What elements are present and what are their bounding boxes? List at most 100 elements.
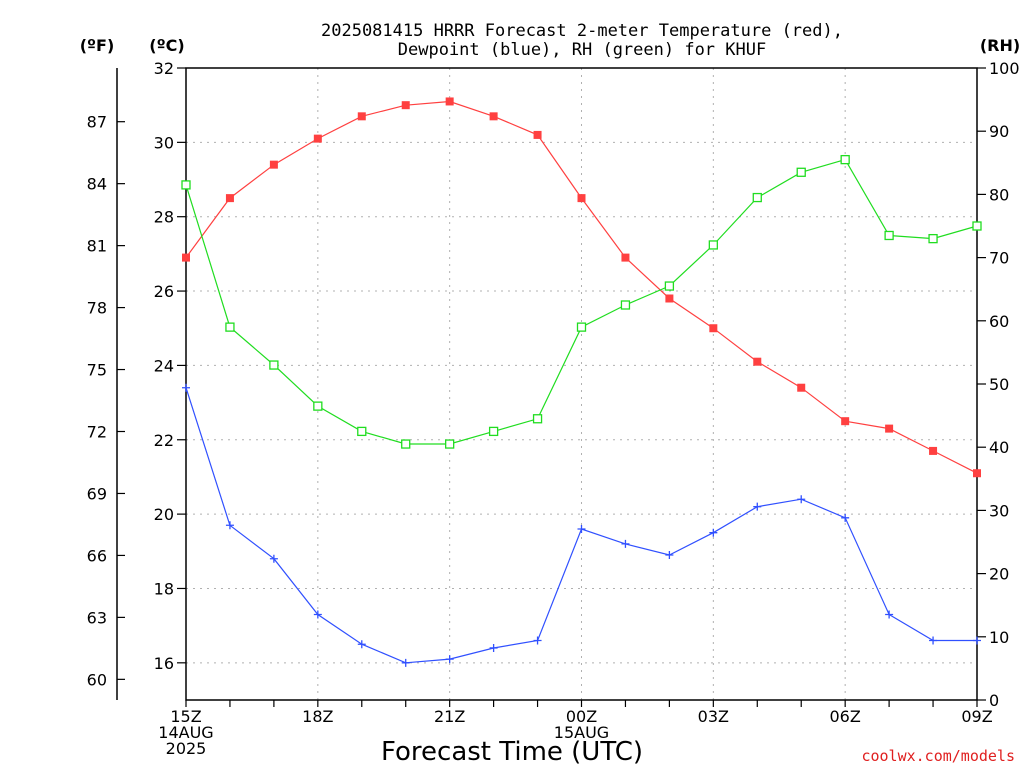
temperature-marker [665,294,674,303]
rh-tick-label: 80 [989,185,1009,204]
temperature-marker [621,253,630,262]
temperature-marker [445,97,454,106]
dewpoint-marker [929,636,938,645]
dewpoint-marker [885,610,894,619]
dewpoint-marker [621,539,630,548]
fahrenheit-tick-label: 87 [87,113,107,132]
x-tick-label: 03Z [698,707,729,726]
dewpoint-marker [357,640,366,649]
credit-text: coolwx.com/models [861,747,1015,765]
data-series [181,97,982,667]
dewpoint-marker [445,655,454,664]
fahrenheit-tick-label: 63 [87,608,107,627]
temperature-marker [533,130,542,139]
fahrenheit-tick-label: 66 [87,546,107,565]
dewpoint-marker [709,528,718,537]
temperature-line [185,100,978,474]
temperature-marker [313,134,322,143]
fahrenheit-tick-label: 60 [87,670,107,689]
relative_humidity-marker [357,426,367,437]
dewpoint-marker [753,502,762,511]
x-tick-label: 15AUG [554,723,609,742]
rh-tick-label: 50 [989,375,1009,394]
x-tick-label: 14AUG [158,723,213,742]
temperature-marker [489,112,498,121]
x-tick-label: 15Z [170,707,201,726]
relative_humidity-marker [181,180,191,190]
rh-unit-label: (RH) [980,36,1020,55]
grid-lines [186,68,977,700]
temperature-marker [225,194,234,203]
relative_humidity-marker [532,414,543,424]
temperature-marker [577,194,586,203]
fahrenheit-tick-label: 72 [87,423,107,442]
celsius-tick-label: 28 [154,208,174,227]
celsius-tick-label: 18 [154,579,174,598]
temperature-marker [841,417,850,426]
rh-tick-label: 0 [989,691,999,710]
rh-tick-label: 90 [989,122,1009,141]
relative_humidity-marker [313,401,323,411]
relative_humidity-marker [225,322,235,332]
relative_humidity-marker [664,281,675,291]
relative_humidity-marker [796,167,806,177]
dewpoint-marker [973,636,981,645]
x-axis-label: Forecast Time (UTC) [381,737,643,767]
celsius-tick-label: 22 [154,431,174,450]
dewpoint-series [182,383,981,667]
chart-title-line-1: 2025081415 HRRR Forecast 2-meter Tempera… [321,21,843,41]
celsius-tick-label: 30 [154,133,174,152]
relative_humidity-marker [840,154,850,165]
temperature-series [182,97,981,478]
dewpoint-marker [269,554,278,563]
dewpoint-marker [489,643,498,652]
temperature-marker [973,469,981,478]
celsius-unit-label: (ºC) [149,36,184,55]
fahrenheit-tick-label: 75 [87,361,107,380]
temperature-marker [797,383,806,392]
temperature-marker [401,101,410,110]
temperature-marker [182,253,190,262]
celsius-tick-label: 26 [154,282,174,301]
temperature-marker [753,357,762,366]
rh-tick-label: 100 [989,59,1020,78]
relative_humidity-marker [708,240,718,250]
dewpoint-marker [841,513,850,522]
fahrenheit-tick-label: 84 [87,175,107,194]
axes: 16 18 20 22 24 26 28 30 32 60 63 66 69 72 75 78 81 84 87 0 1… [87,59,1020,758]
fahrenheit-tick-label: 81 [87,237,107,256]
fahrenheit-unit-label: (ºF) [80,36,115,55]
celsius-tick-label: 20 [154,505,174,524]
dewpoint-marker [577,524,586,533]
rh-tick-label: 40 [989,438,1009,457]
celsius-tick-label: 32 [154,59,174,78]
relative_humidity-marker [488,426,499,437]
x-tick-label: 06Z [830,707,861,726]
relative_humidity-marker [269,360,279,370]
x-tick-label: 09Z [961,707,992,726]
chart-title-line-2: Dewpoint (blue), RH (green) for KHUF [398,40,766,60]
relative_humidity-marker [972,221,982,231]
dewpoint-marker [401,658,410,667]
x-tick-label: 2025 [166,739,207,758]
relative_humidity-marker [752,192,762,203]
x-tick-label: 21Z [434,707,465,726]
celsius-tick-label: 16 [154,654,174,673]
rh-tick-label: 20 [989,565,1009,584]
fahrenheit-tick-label: 78 [87,299,107,318]
rh-tick-label: 60 [989,312,1009,331]
dewpoint-marker [665,551,674,560]
temperature-marker [357,112,366,121]
temperature-marker [269,160,278,169]
relative_humidity-marker [928,233,938,244]
fahrenheit-tick-label: 69 [87,484,107,503]
celsius-tick-label: 24 [154,356,174,375]
temperature-marker [929,446,938,455]
relative_humidity-marker [620,300,631,310]
rh-tick-label: 30 [989,501,1009,520]
dewpoint-marker [225,521,234,530]
relative_humidity-series [181,154,982,449]
dewpoint-marker [533,636,542,645]
relative_humidity-marker [884,230,894,241]
